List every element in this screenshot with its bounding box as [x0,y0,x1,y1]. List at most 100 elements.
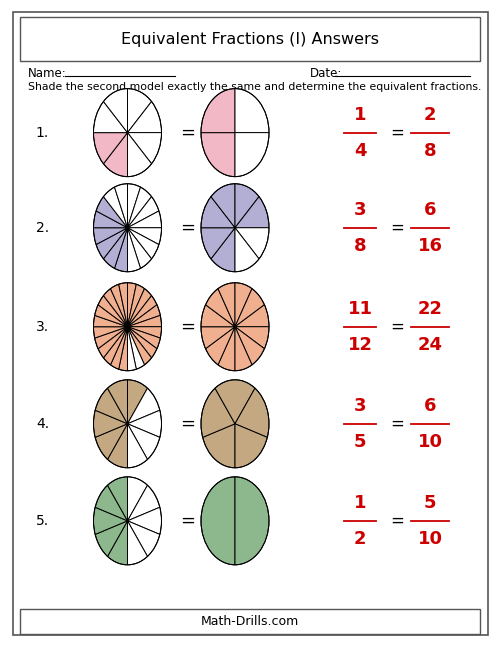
Wedge shape [104,133,128,177]
Wedge shape [96,197,128,228]
Wedge shape [206,327,235,365]
Text: 6: 6 [424,201,436,219]
Text: 24: 24 [418,336,442,354]
Wedge shape [94,410,128,437]
Wedge shape [235,388,269,437]
Wedge shape [108,477,128,521]
Text: 1: 1 [354,494,366,512]
Wedge shape [94,102,128,133]
Wedge shape [235,133,269,177]
Wedge shape [108,380,128,424]
Text: 4.: 4. [36,417,49,431]
Wedge shape [94,228,128,245]
Wedge shape [110,327,128,369]
Text: 10: 10 [418,433,442,451]
Wedge shape [108,521,128,565]
Wedge shape [128,296,157,327]
Wedge shape [95,424,128,459]
Wedge shape [104,327,128,365]
Text: =: = [390,512,404,530]
Text: =: = [180,219,195,237]
Text: Date:: Date: [310,67,342,80]
Text: 11: 11 [348,300,372,318]
Wedge shape [128,283,136,327]
Wedge shape [114,228,128,272]
Wedge shape [235,89,269,133]
Text: =: = [390,318,404,336]
Text: 2: 2 [424,105,436,124]
Wedge shape [128,102,162,133]
Text: 5: 5 [424,494,436,512]
Wedge shape [128,327,162,338]
Wedge shape [128,521,148,565]
Text: 16: 16 [418,237,442,255]
Text: =: = [180,415,195,433]
Wedge shape [94,305,128,327]
Wedge shape [128,228,162,245]
Bar [20,17,480,61]
Wedge shape [128,228,152,269]
Wedge shape [128,133,152,177]
Wedge shape [235,228,269,259]
Text: 3: 3 [354,397,366,415]
Wedge shape [95,485,128,521]
Wedge shape [128,327,152,365]
Text: =: = [390,219,404,237]
Wedge shape [128,388,160,424]
Wedge shape [128,133,162,164]
Text: 1.: 1. [36,126,49,140]
Wedge shape [128,315,162,327]
Text: =: = [180,124,195,142]
Wedge shape [118,283,128,327]
Text: 5: 5 [354,433,366,451]
Wedge shape [128,228,140,272]
Wedge shape [94,211,128,228]
Wedge shape [128,327,144,369]
Wedge shape [128,305,160,327]
Bar [20,609,480,634]
Wedge shape [201,388,235,437]
Wedge shape [95,521,128,556]
Wedge shape [128,289,152,327]
Text: 4: 4 [354,142,366,160]
Text: 1: 1 [354,105,366,124]
Wedge shape [128,327,157,358]
Wedge shape [128,327,136,371]
Text: =: = [180,318,195,336]
Wedge shape [128,424,160,459]
Wedge shape [108,424,128,468]
Wedge shape [114,184,128,228]
Wedge shape [94,507,128,534]
Wedge shape [128,410,162,437]
Text: =: = [390,124,404,142]
Wedge shape [201,133,235,177]
Wedge shape [218,283,235,327]
Wedge shape [118,327,128,371]
Wedge shape [104,289,128,327]
Wedge shape [128,184,140,228]
Text: 2: 2 [354,530,366,548]
Wedge shape [235,197,269,228]
Wedge shape [94,327,128,349]
Wedge shape [128,477,148,521]
Wedge shape [235,327,264,365]
Wedge shape [235,283,252,327]
Wedge shape [128,327,160,349]
Wedge shape [201,305,235,327]
Text: 22: 22 [418,300,442,318]
Text: 8: 8 [354,237,366,255]
Text: 6: 6 [424,397,436,415]
Wedge shape [235,477,269,565]
Wedge shape [98,296,128,327]
Wedge shape [211,184,235,228]
Wedge shape [235,184,259,228]
Wedge shape [128,284,144,327]
Wedge shape [235,289,264,327]
Text: =: = [390,415,404,433]
Wedge shape [206,289,235,327]
Wedge shape [110,284,128,327]
Wedge shape [128,521,160,556]
Text: 3: 3 [354,201,366,219]
Wedge shape [128,197,159,228]
Wedge shape [235,327,252,371]
